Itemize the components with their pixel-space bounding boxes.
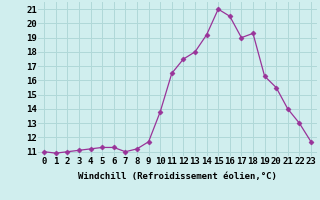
X-axis label: Windchill (Refroidissement éolien,°C): Windchill (Refroidissement éolien,°C) <box>78 172 277 181</box>
